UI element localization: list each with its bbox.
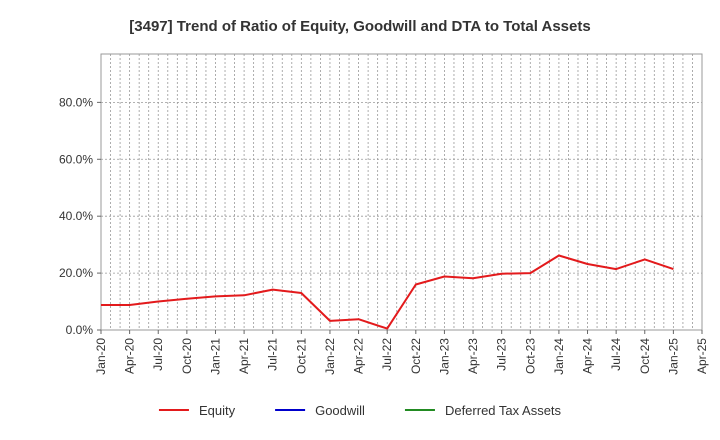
legend-label: Goodwill <box>315 403 365 418</box>
x-tick-label: Apr-22 <box>352 338 366 374</box>
x-tick-label: Oct-24 <box>638 338 652 374</box>
y-tick-label: 20.0% <box>59 266 93 280</box>
x-tick-label: Oct-23 <box>523 338 537 374</box>
x-tick-label: Jan-21 <box>208 338 222 375</box>
y-tick-label: 40.0% <box>59 209 93 223</box>
x-tick-label: Oct-22 <box>409 338 423 374</box>
x-tick-label: Apr-24 <box>581 338 595 374</box>
y-tick-label: 60.0% <box>59 152 93 166</box>
grid <box>101 54 702 330</box>
series-lines <box>100 254 674 330</box>
legend-label: Equity <box>199 403 236 418</box>
y-tick-label: 80.0% <box>59 95 93 109</box>
x-tick-label: Oct-20 <box>180 338 194 374</box>
x-tick-label: Apr-23 <box>466 338 480 374</box>
x-tick-label: Jan-22 <box>323 338 337 375</box>
x-tick-label: Oct-21 <box>294 338 308 374</box>
x-tick-label: Apr-21 <box>237 338 251 374</box>
x-tick-label: Jul-24 <box>609 338 623 371</box>
x-tick-label: Jan-24 <box>552 338 566 375</box>
x-tick-label: Jan-23 <box>437 338 451 375</box>
legend-label: Deferred Tax Assets <box>445 403 562 418</box>
legend: Equity Goodwill Deferred Tax Assets <box>158 403 562 418</box>
x-tick-label: Apr-25 <box>695 338 709 374</box>
plot-frame <box>100 53 703 331</box>
x-tick-label: Jul-21 <box>266 338 280 371</box>
x-axis-ticks: Jan-20 Apr-20 Jul-20 Oct-20 Jan-21 Apr-21 Jul-… <box>94 330 709 375</box>
legend-item-goodwill: Goodwill <box>275 403 365 418</box>
legend-item-equity: Equity <box>158 403 236 418</box>
legend-item-deferred-tax-assets: Deferred Tax Assets <box>404 403 562 418</box>
y-tick-label: 0.0% <box>66 323 94 337</box>
x-tick-label: Jan-20 <box>94 338 108 375</box>
y-axis-ticks: 0.0% 20.0% 40.0% 60.0% 80.0% <box>59 95 101 337</box>
x-tick-label: Jul-22 <box>380 338 394 371</box>
x-tick-label: Apr-20 <box>123 338 137 374</box>
x-tick-label: Jan-25 <box>666 338 680 375</box>
x-tick-label: Jul-23 <box>495 338 509 371</box>
chart-title: [3497] Trend of Ratio of Equity, Goodwil… <box>129 18 590 35</box>
x-tick-label: Jul-20 <box>151 338 165 371</box>
